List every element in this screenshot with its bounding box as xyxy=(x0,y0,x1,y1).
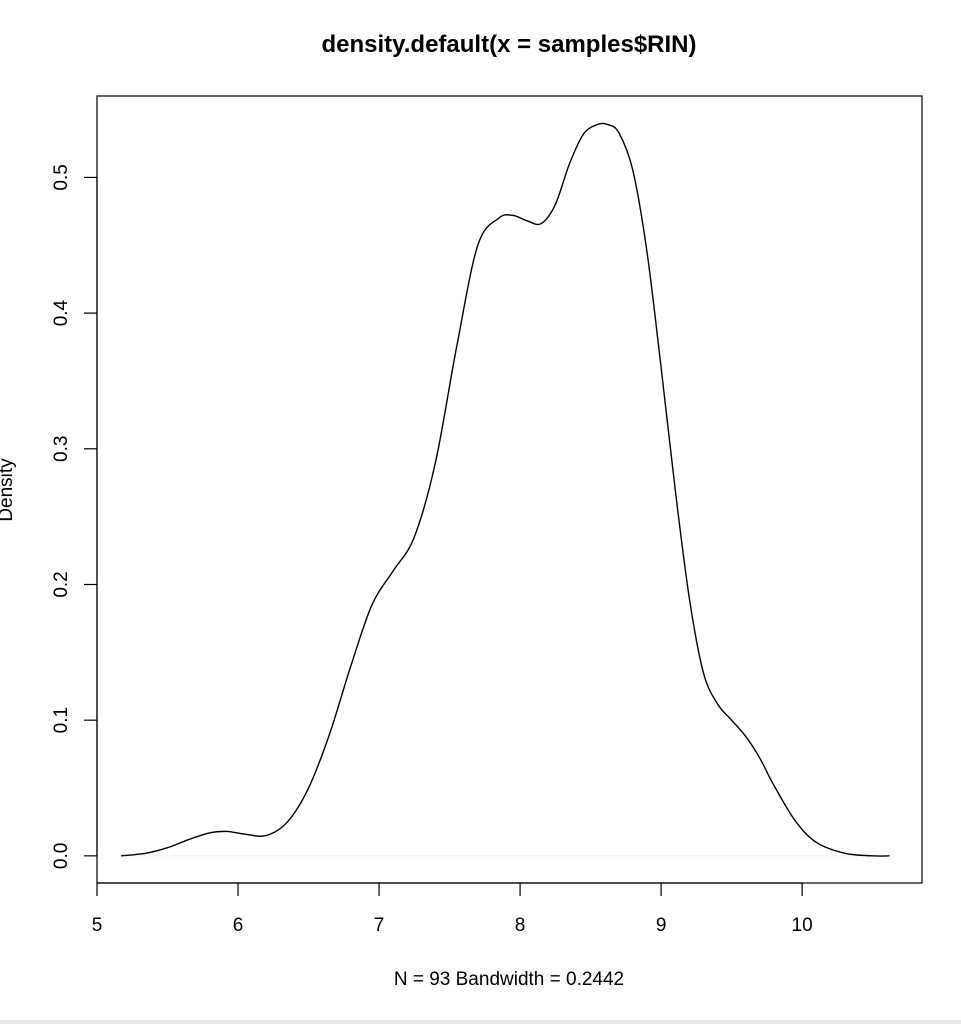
y-tick-label: 0.4 xyxy=(51,299,72,326)
chart-title: density.default(x = samples$RIN) xyxy=(322,31,697,58)
plot-frame xyxy=(96,95,923,884)
x-axis: 5 6 7 8 9 10 xyxy=(92,882,813,936)
y-axis-label: Density xyxy=(0,458,17,522)
y-tick-label: 0.2 xyxy=(51,571,72,597)
x-tick-label: 8 xyxy=(515,915,526,936)
y-axis: 0.0 0.1 0.2 0.3 0.4 0.5 xyxy=(51,164,98,869)
x-axis-label: N = 93 Bandwidth = 0.2442 xyxy=(394,969,624,990)
x-tick-label: 9 xyxy=(656,915,667,936)
x-tick-label: 7 xyxy=(374,915,385,936)
density-curve xyxy=(120,122,890,857)
window-bottom-edge xyxy=(0,1020,961,1024)
y-tick-label: 0.3 xyxy=(51,436,72,462)
y-tick-label: 0.5 xyxy=(51,164,72,190)
x-tick-label: 10 xyxy=(792,915,813,936)
x-tick-label: 5 xyxy=(92,915,103,936)
y-tick-label: 0.0 xyxy=(51,843,72,869)
x-tick-label: 6 xyxy=(233,915,244,936)
y-tick-label: 0.1 xyxy=(51,707,72,733)
